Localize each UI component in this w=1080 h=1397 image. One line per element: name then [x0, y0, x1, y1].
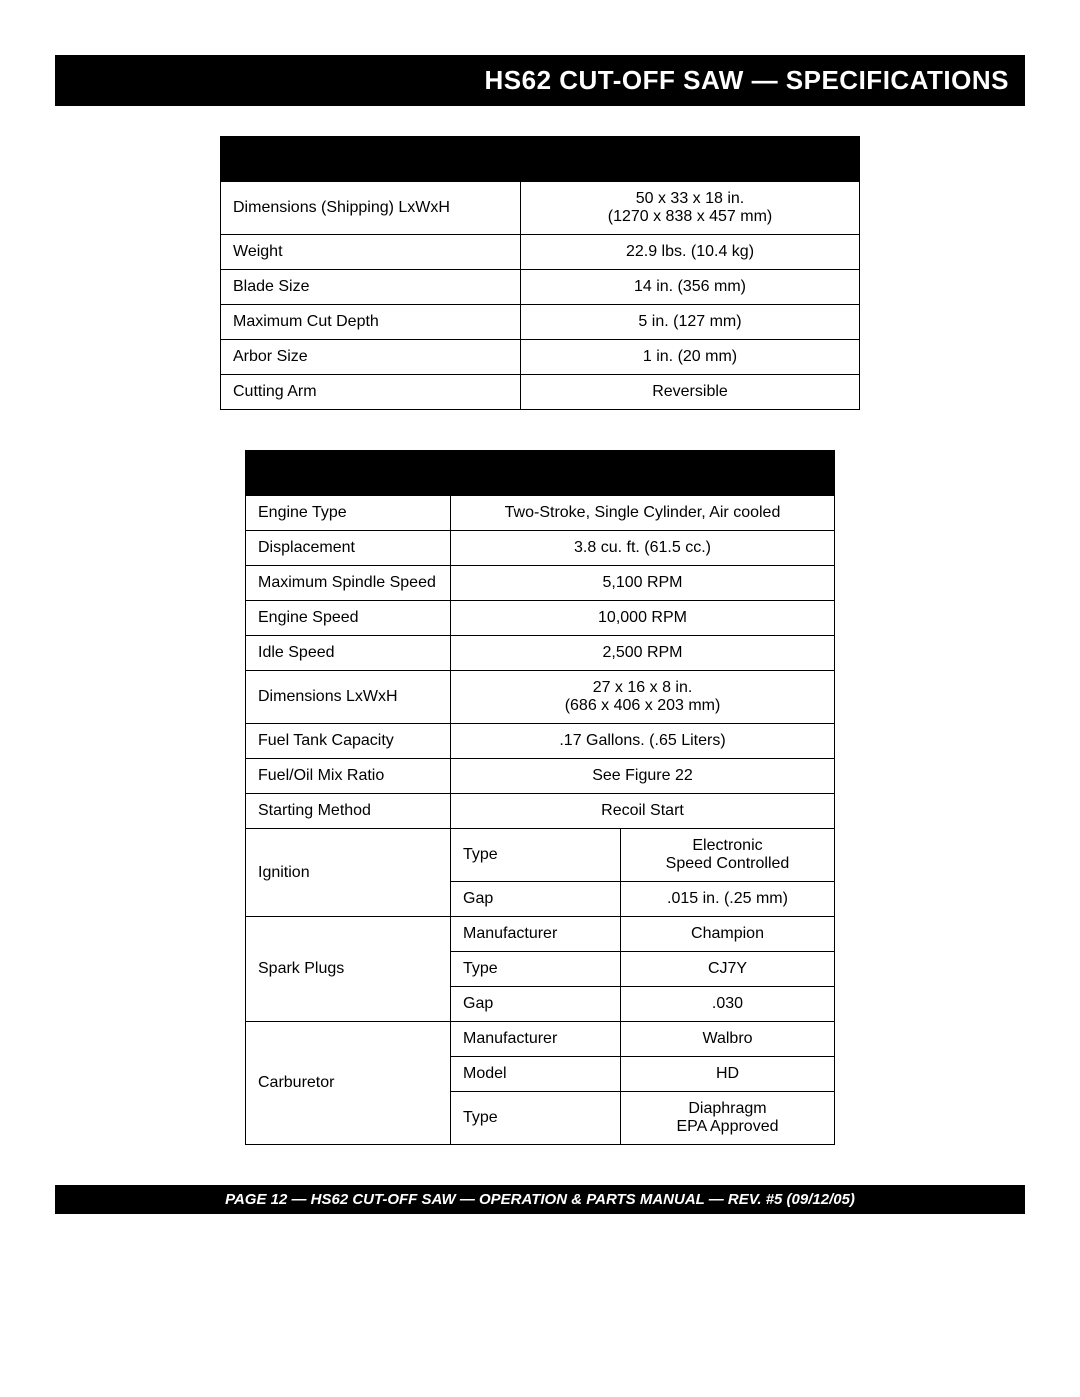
page-footer: PAGE 12 — HS62 CUT-OFF SAW — OPERATION &… [55, 1185, 1025, 1214]
table-row: Blade Size14 in. (356 mm) [221, 270, 860, 305]
table-row: Engine TypeTwo-Stroke, Single Cylinder, … [246, 496, 835, 531]
specs-table-2: Engine TypeTwo-Stroke, Single Cylinder, … [245, 450, 835, 1145]
table-row: Engine Speed10,000 RPM [246, 601, 835, 636]
table-row: Dimensions (Shipping) LxWxH50 x 33 x 18 … [221, 182, 860, 235]
table-row: Fuel/Oil Mix RatioSee Figure 22 [246, 759, 835, 794]
page-title: HS62 CUT-OFF SAW — SPECIFICATIONS [55, 55, 1025, 106]
table-row: Cutting ArmReversible [221, 375, 860, 410]
table-row: Weight22.9 lbs. (10.4 kg) [221, 235, 860, 270]
table-row: Maximum Cut Depth5 in. (127 mm) [221, 305, 860, 340]
table-row: Dimensions LxWxH27 x 16 x 8 in.(686 x 40… [246, 671, 835, 724]
specs-table-1: Dimensions (Shipping) LxWxH50 x 33 x 18 … [220, 136, 860, 410]
table-header-blank [221, 137, 860, 182]
table-row: CarburetorManufacturerWalbro [246, 1022, 835, 1057]
table-row: Idle Speed2,500 RPM [246, 636, 835, 671]
table-row: Maximum Spindle Speed5,100 RPM [246, 566, 835, 601]
table-row: Displacement3.8 cu. ft. (61.5 cc.) [246, 531, 835, 566]
table-header-blank [246, 451, 835, 496]
table-row: Arbor Size1 in. (20 mm) [221, 340, 860, 375]
table-row: Starting MethodRecoil Start [246, 794, 835, 829]
table-row: Fuel Tank Capacity.17 Gallons. (.65 Lite… [246, 724, 835, 759]
table-row: IgnitionTypeElectronicSpeed Controlled [246, 829, 835, 882]
table-row: Spark PlugsManufacturerChampion [246, 917, 835, 952]
